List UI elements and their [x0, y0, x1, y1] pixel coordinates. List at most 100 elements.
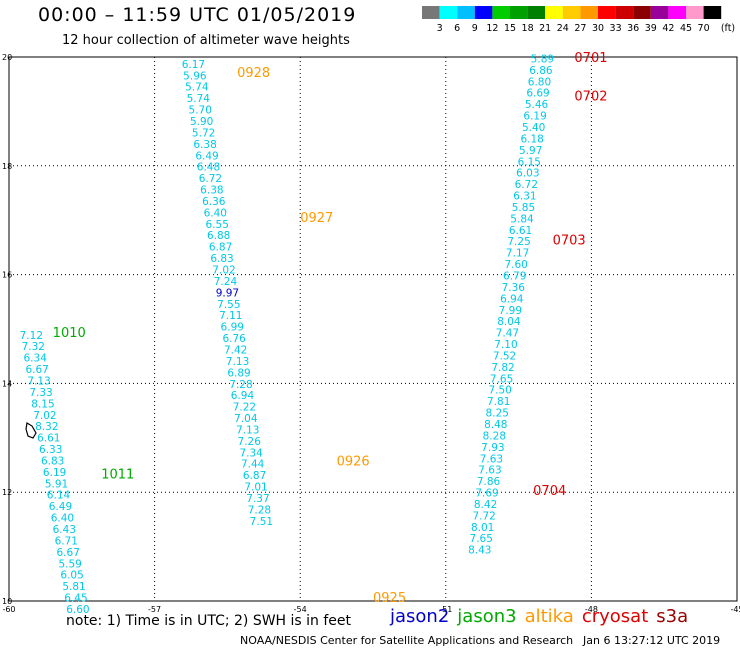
pass-label: 1010: [53, 326, 86, 341]
wave-height-label: 5.96: [183, 70, 207, 82]
wave-height-label: 7.65: [490, 373, 513, 385]
wave-height-label: 6.15: [518, 156, 541, 168]
legend-swatch: [633, 6, 651, 19]
mission-legend-cryosat: cryosat: [581, 606, 649, 627]
legend-swatch: [492, 6, 510, 19]
wave-height-label: 7.93: [481, 442, 504, 454]
legend-swatch: [650, 6, 669, 19]
legend-swatch: [439, 6, 458, 19]
legend-tick-label: 15: [504, 23, 516, 34]
wave-height-label: 7.72: [472, 510, 495, 522]
legend-swatch: [474, 6, 493, 19]
mission-legend-altika: altika: [524, 606, 574, 627]
wave-height-label: 7.86: [477, 476, 501, 488]
wave-height-label: 7.69: [475, 488, 498, 500]
pass-label: 1011: [101, 468, 134, 483]
wave-height-label: 5.90: [190, 116, 213, 128]
wave-height-label: 7.12: [20, 330, 43, 342]
page-subtitle: 12 hour collection of altimeter wave hei…: [62, 33, 350, 48]
wave-height-label: 8.25: [486, 408, 509, 420]
note-text: note: 1) Time is in UTC; 2) SWH is in fe…: [66, 613, 352, 629]
mission-legend-jason3: jason3: [457, 606, 517, 627]
wave-height-label: 6.71: [55, 535, 78, 547]
y-tick-label: 18: [2, 162, 12, 171]
legend-tick-label: 24: [557, 23, 569, 34]
wave-height-label: 5.74: [185, 82, 209, 94]
wave-height-label: 7.82: [491, 362, 514, 374]
wave-height-label: 6.19: [43, 467, 66, 479]
legend-swatch: [527, 6, 546, 19]
wave-height-label: 6.76: [222, 333, 246, 345]
wave-height-label: 6.80: [528, 76, 551, 88]
wave-height-label: 6.67: [25, 364, 48, 376]
wave-height-label: 6.19: [523, 111, 546, 123]
wave-height-label: 6.94: [500, 293, 524, 305]
legend-tick-label: 33: [610, 23, 622, 34]
pass-label: 0704: [533, 484, 566, 499]
wave-height-label: 8.43: [468, 545, 491, 557]
legend-tick-label: 70: [698, 23, 710, 34]
legend-tick-label: 6: [454, 23, 460, 34]
legend-tick-label: 3: [437, 23, 443, 34]
wave-height-label: 6.83: [41, 455, 64, 467]
wave-height-label: 6.94: [231, 390, 255, 402]
mission-legend-jason2: jason2: [390, 606, 450, 627]
pass-label: 0926: [337, 455, 370, 470]
wave-height-label: 6.55: [206, 219, 229, 231]
legend-swatch: [422, 6, 440, 19]
legend-swatch: [668, 6, 686, 19]
legend-tick-label: 42: [662, 23, 674, 34]
wave-height-label: 7.17: [506, 248, 529, 260]
wave-height-label: 6.89: [227, 367, 250, 379]
wave-height-label: 8.01: [471, 522, 494, 534]
legend-tick-label: 9: [472, 23, 478, 34]
legend-swatch: [615, 6, 634, 19]
wave-height-label: 6.86: [529, 65, 553, 77]
wave-height-label: 7.36: [502, 282, 526, 294]
y-tick-label: 20: [2, 53, 12, 62]
wave-height-label: 6.40: [204, 207, 227, 219]
wave-height-label: 5.74: [187, 93, 211, 105]
wave-height-label: 6.49: [195, 150, 218, 162]
legend-tick-label: 36: [627, 23, 639, 34]
wave-height-label: 7.44: [241, 459, 265, 471]
pass-label: 0703: [553, 234, 586, 249]
wave-height-label: 7.11: [219, 310, 242, 322]
wave-height-label: 6.72: [199, 173, 222, 185]
wave-height-label: 5.84: [510, 213, 534, 225]
wave-height-label: 7.32: [22, 341, 45, 353]
wave-height-label: 6.05: [60, 570, 83, 582]
footer-credit: NOAA/NESDIS Center for Satellite Applica…: [240, 634, 574, 647]
wave-height-label: 7.04: [234, 413, 258, 425]
legend-swatch: [598, 6, 616, 19]
wave-height-label: 7.28: [229, 379, 252, 391]
mission-legend: jason2 jason3 altika cryosat s3a: [390, 606, 696, 627]
y-tick-label: 14: [2, 379, 12, 388]
x-tick-label: -51: [439, 605, 452, 614]
wave-height-label: 8.04: [497, 316, 521, 328]
pass-label: 0928: [237, 66, 270, 81]
legend-tick-label: 45: [680, 23, 692, 34]
wave-height-label: 7.52: [493, 350, 516, 362]
wave-height-label: 8.48: [484, 419, 507, 431]
wave-height-label: 6.48: [197, 162, 220, 174]
pass-label: 0927: [300, 211, 333, 226]
legend-tick-label: 39: [645, 23, 657, 34]
wave-height-label: 7.47: [496, 328, 519, 340]
wave-height-label: 6.72: [515, 179, 538, 191]
wave-height-label: 7.42: [224, 344, 247, 356]
x-tick-label: -54: [294, 605, 307, 614]
wave-height-label: 6.61: [509, 225, 532, 237]
wave-height-label: 6.69: [526, 88, 549, 100]
wave-height-label: 6.17: [182, 59, 205, 71]
wave-height-label: 5.97: [519, 145, 542, 157]
legend-unit: (ft): [721, 23, 735, 34]
x-tick-label: -45: [730, 605, 740, 614]
x-tick-label: -48: [585, 605, 598, 614]
wave-height-label: 6.79: [503, 270, 526, 282]
wave-height-label: 5.70: [189, 105, 212, 117]
island-outline: [25, 422, 37, 439]
wave-height-label: 6.60: [66, 604, 89, 616]
legend-tick-label: 12: [486, 23, 498, 34]
